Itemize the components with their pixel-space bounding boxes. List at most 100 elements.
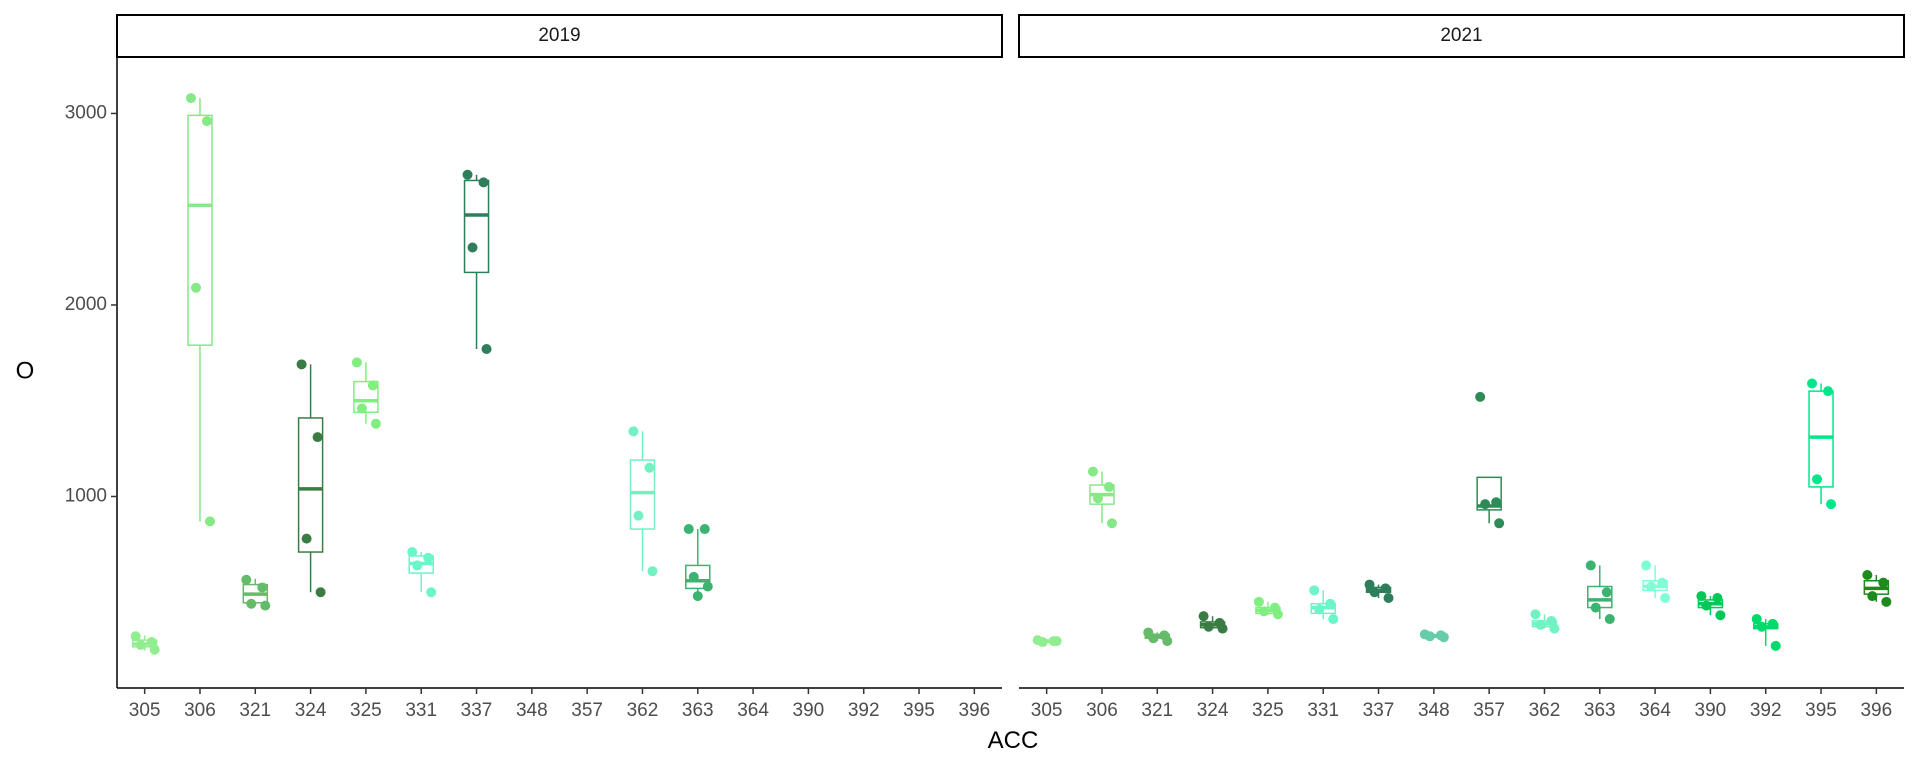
boxplot-306 <box>185 93 215 527</box>
data-point <box>1878 577 1889 588</box>
data-point <box>1475 391 1486 402</box>
boxplot-395 <box>1807 378 1837 510</box>
x-tick-label: 305 <box>129 700 161 721</box>
data-point <box>1767 618 1778 629</box>
data-point <box>1198 611 1209 622</box>
boxplot-324 <box>296 359 326 598</box>
box <box>353 380 379 413</box>
data-point <box>1549 623 1560 634</box>
data-point <box>426 587 437 598</box>
data-point <box>1604 614 1615 625</box>
data-point <box>1715 610 1726 621</box>
data-point <box>351 357 362 368</box>
data-point <box>1535 619 1546 630</box>
data-point <box>135 639 146 650</box>
data-point <box>644 462 655 473</box>
data-point <box>1826 499 1837 510</box>
x-tick-label: 337 <box>1363 700 1395 721</box>
facet-strip <box>1018 14 1905 58</box>
data-point <box>1364 579 1375 590</box>
data-point <box>1646 581 1657 592</box>
x-tick-label: 321 <box>239 700 271 721</box>
x-tick-label: 395 <box>1805 700 1837 721</box>
panels: 2019 305 306 321 324 325 331 337 348 357 362 363 364… <box>116 14 1905 721</box>
data-point <box>1480 499 1491 510</box>
data-point <box>296 359 307 370</box>
boxplot-363 <box>683 524 713 602</box>
y-tick-label: 3000 <box>65 102 107 123</box>
box <box>1808 390 1834 488</box>
data-point <box>688 571 699 582</box>
data-point <box>699 524 710 535</box>
data-point <box>312 432 323 443</box>
data-point <box>407 547 418 558</box>
data-point <box>1867 591 1878 602</box>
box <box>463 179 490 274</box>
data-point <box>1051 636 1062 647</box>
data-point <box>1314 604 1325 615</box>
boxplot-362 <box>628 426 658 577</box>
x-tick-label: 325 <box>1252 700 1284 721</box>
data-point <box>1590 602 1601 613</box>
data-point <box>467 242 478 253</box>
data-point <box>1253 596 1264 607</box>
data-point <box>1369 587 1380 598</box>
data-point <box>1696 591 1707 602</box>
x-tick-label: 321 <box>1141 700 1173 721</box>
data-point <box>1087 466 1098 477</box>
data-point <box>1494 518 1505 529</box>
boxplot-392 <box>1751 614 1781 651</box>
data-point <box>412 560 423 571</box>
data-point <box>1325 598 1336 609</box>
x-tick-label: 331 <box>405 700 437 721</box>
data-point <box>1491 497 1502 508</box>
data-point <box>1203 621 1214 632</box>
x-tick-label: 362 <box>1529 700 1561 721</box>
data-point <box>462 169 473 180</box>
y-tick-label: 2000 <box>65 294 107 315</box>
boxplot-331 <box>407 547 437 598</box>
data-point <box>1162 636 1173 647</box>
facet-strip-label: 2021 <box>1440 25 1482 46</box>
facet-strip <box>116 14 1003 58</box>
data-point <box>1585 560 1596 571</box>
x-tick-label: 396 <box>958 700 990 721</box>
x-tick-label: 390 <box>1695 700 1727 721</box>
x-tick-label: 337 <box>461 700 493 721</box>
data-point <box>702 581 713 592</box>
data-point <box>633 510 644 521</box>
data-point <box>146 637 157 648</box>
data-point <box>1862 570 1873 581</box>
x-tick-label: 357 <box>571 700 603 721</box>
data-point <box>1309 585 1320 596</box>
x-tick-label: 362 <box>627 700 659 721</box>
x-tick-label: 390 <box>793 700 825 721</box>
data-point <box>185 93 196 104</box>
data-point <box>1258 606 1269 617</box>
x-tick-label: 331 <box>1307 700 1339 721</box>
data-point <box>647 566 658 577</box>
data-point <box>1328 614 1339 625</box>
data-point <box>1756 621 1767 632</box>
data-point <box>130 631 141 642</box>
data-point <box>628 426 639 437</box>
data-point <box>1148 633 1159 644</box>
box <box>297 417 324 553</box>
box <box>685 564 711 590</box>
y-tick-label: 1000 <box>65 486 107 507</box>
x-tick-label: 363 <box>682 700 714 721</box>
data-point <box>370 418 381 429</box>
data-point <box>1103 481 1114 492</box>
box <box>629 459 656 530</box>
data-point <box>1092 493 1103 504</box>
boxplot-337 <box>462 169 492 355</box>
boxplot-305 <box>130 631 160 655</box>
boxplot-325 <box>1253 596 1283 620</box>
data-point <box>356 403 367 414</box>
boxplot-325 <box>351 357 381 429</box>
data-point <box>1424 631 1435 642</box>
data-point <box>1657 577 1668 588</box>
x-tick-label: 392 <box>848 700 880 721</box>
data-point <box>1751 614 1762 625</box>
box <box>1476 476 1502 511</box>
